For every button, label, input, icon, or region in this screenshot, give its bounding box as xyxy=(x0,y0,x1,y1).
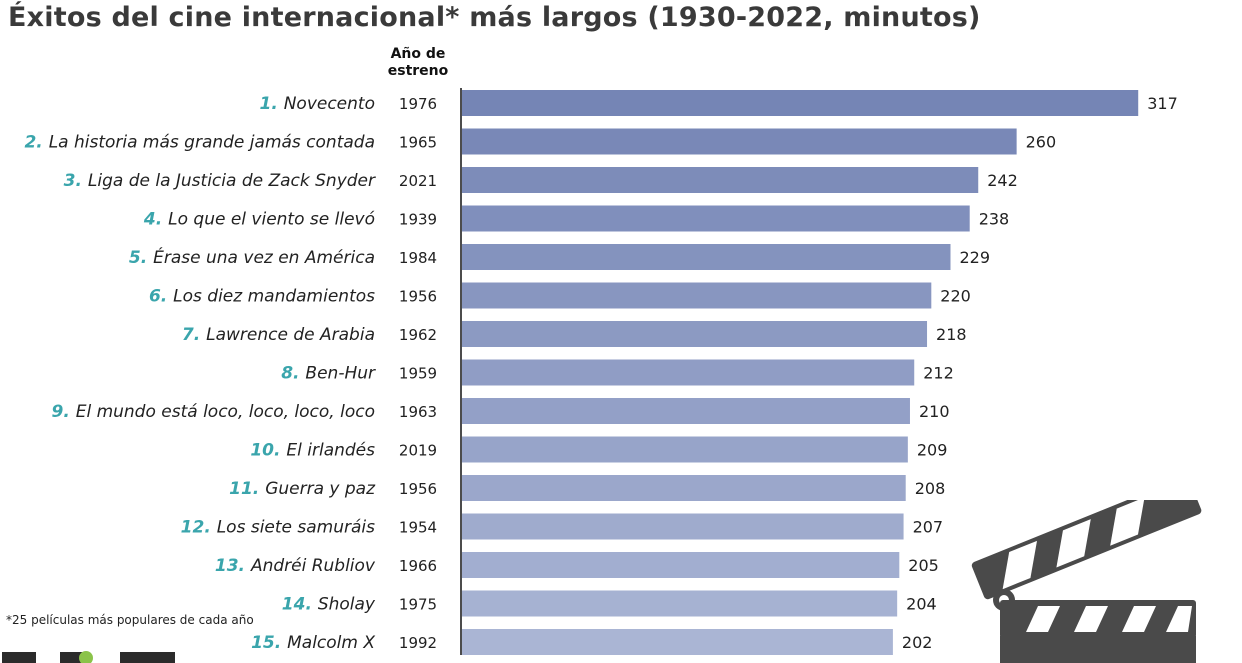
film-name-6: Los diez mandamientos xyxy=(173,287,375,307)
film-name-11: Guerra y paz xyxy=(265,479,376,499)
rank-label-11: 11. xyxy=(229,479,265,499)
film-name-3: Liga de la Justicia de Zack Snyder xyxy=(88,171,376,191)
category-label-3: 3. Liga de la Justicia de Zack Snyder xyxy=(64,171,376,191)
film-name-7: Lawrence de Arabia xyxy=(206,325,375,345)
bar-10 xyxy=(462,436,908,463)
category-label-12: 12. Los siete samuráis xyxy=(181,518,375,538)
year-label-8: 1959 xyxy=(399,365,437,383)
bar-7 xyxy=(462,321,928,347)
bar-2 xyxy=(462,128,1017,155)
year-label-2: 1965 xyxy=(399,134,437,152)
bar-3 xyxy=(462,167,979,193)
rank-label-12: 12. xyxy=(181,518,217,538)
bar-15 xyxy=(462,629,893,655)
year-label-6: 1956 xyxy=(399,288,437,306)
bar-14 xyxy=(462,590,898,617)
year-label-14: 1975 xyxy=(399,596,437,614)
category-label-11: 11. Guerra y paz xyxy=(229,479,376,499)
film-name-2: La historia más grande jamás contada xyxy=(49,133,375,153)
rank-label-13: 13. xyxy=(215,556,251,576)
rank-label-7: 7. xyxy=(182,325,206,345)
value-label-8: 212 xyxy=(923,364,954,383)
year-label-12: 1954 xyxy=(399,519,437,537)
value-label-14: 204 xyxy=(906,595,937,614)
category-label-9: 9. El mundo está loco, loco, loco, loco xyxy=(51,402,375,422)
rank-label-2: 2. xyxy=(24,133,48,153)
brand-logo-icon xyxy=(2,651,175,663)
category-label-2: 2. La historia más grande jamás contada xyxy=(24,133,375,153)
film-name-10: El irlandés xyxy=(286,441,375,461)
bar-13 xyxy=(462,552,900,578)
category-label-7: 7. Lawrence de Arabia xyxy=(182,325,375,345)
category-label-1: 1. Novecento xyxy=(259,94,375,114)
rank-label-15: 15. xyxy=(251,633,287,653)
category-label-15: 15. Malcolm X xyxy=(251,633,375,653)
category-label-10: 10. El irlandés xyxy=(250,441,375,461)
value-label-10: 209 xyxy=(917,441,948,460)
film-name-12: Los siete samuráis xyxy=(217,518,375,538)
rank-label-14: 14. xyxy=(282,595,318,615)
film-name-1: Novecento xyxy=(284,94,375,114)
bar-4 xyxy=(462,205,970,232)
value-label-15: 202 xyxy=(902,633,933,652)
year-label-15: 1992 xyxy=(399,634,437,652)
year-label-7: 1962 xyxy=(399,326,437,344)
film-name-9: El mundo está loco, loco, loco, loco xyxy=(76,402,375,422)
bar-9 xyxy=(462,398,910,424)
film-name-13: Andréi Rubliov xyxy=(250,556,376,576)
value-label-2: 260 xyxy=(1026,133,1057,152)
value-label-12: 207 xyxy=(913,518,944,537)
value-label-13: 205 xyxy=(908,556,939,575)
value-label-6: 220 xyxy=(940,287,971,306)
bar-8 xyxy=(462,359,915,386)
value-label-5: 229 xyxy=(960,248,991,267)
film-name-5: Érase una vez en América xyxy=(153,246,375,268)
rank-label-10: 10. xyxy=(250,441,286,461)
year-label-13: 1966 xyxy=(399,557,437,575)
category-label-5: 5. Érase una vez en América xyxy=(129,246,375,268)
film-name-15: Malcolm X xyxy=(287,633,375,653)
film-name-14: Sholay xyxy=(318,595,376,615)
rank-label-3: 3. xyxy=(64,171,88,191)
value-label-3: 242 xyxy=(987,171,1018,190)
category-label-8: 8. Ben-Hur xyxy=(281,364,376,384)
year-column-header: Año de estreno xyxy=(387,46,449,79)
year-label-10: 2019 xyxy=(399,442,437,460)
year-label-1: 1976 xyxy=(399,95,437,113)
rank-label-6: 6. xyxy=(149,287,173,307)
value-label-9: 210 xyxy=(919,402,950,421)
rank-label-9: 9. xyxy=(51,402,75,422)
category-label-14: 14. Sholay xyxy=(282,595,376,615)
bar-6 xyxy=(462,282,932,309)
year-label-11: 1956 xyxy=(399,480,437,498)
year-label-9: 1963 xyxy=(399,403,437,421)
year-label-3: 2021 xyxy=(399,172,437,190)
category-label-4: 4. Lo que el viento se llevó xyxy=(143,210,375,230)
footnote: *25 películas más populares de cada año xyxy=(6,613,254,627)
value-label-11: 208 xyxy=(915,479,946,498)
category-label-6: 6. Los diez mandamientos xyxy=(149,287,375,307)
rank-label-1: 1. xyxy=(259,94,283,114)
clapperboard-icon xyxy=(971,500,1202,663)
year-label-4: 1939 xyxy=(399,211,437,229)
film-name-8: Ben-Hur xyxy=(305,364,376,384)
bar-11 xyxy=(462,475,906,501)
rank-label-4: 4. xyxy=(143,210,168,230)
category-label-13: 13. Andréi Rubliov xyxy=(215,556,376,576)
year-label-5: 1984 xyxy=(399,249,437,267)
rank-label-8: 8. xyxy=(281,364,305,384)
rank-label-5: 5. xyxy=(129,248,153,268)
film-name-4: Lo que el viento se llevó xyxy=(168,210,375,230)
value-label-4: 238 xyxy=(979,210,1010,229)
bar-1 xyxy=(462,90,1139,116)
bar-12 xyxy=(462,513,904,540)
chart-title: Éxitos del cine internacional* más largo… xyxy=(8,2,981,33)
value-label-7: 218 xyxy=(936,325,967,344)
value-label-1: 317 xyxy=(1147,94,1178,113)
bar-5 xyxy=(462,244,951,270)
